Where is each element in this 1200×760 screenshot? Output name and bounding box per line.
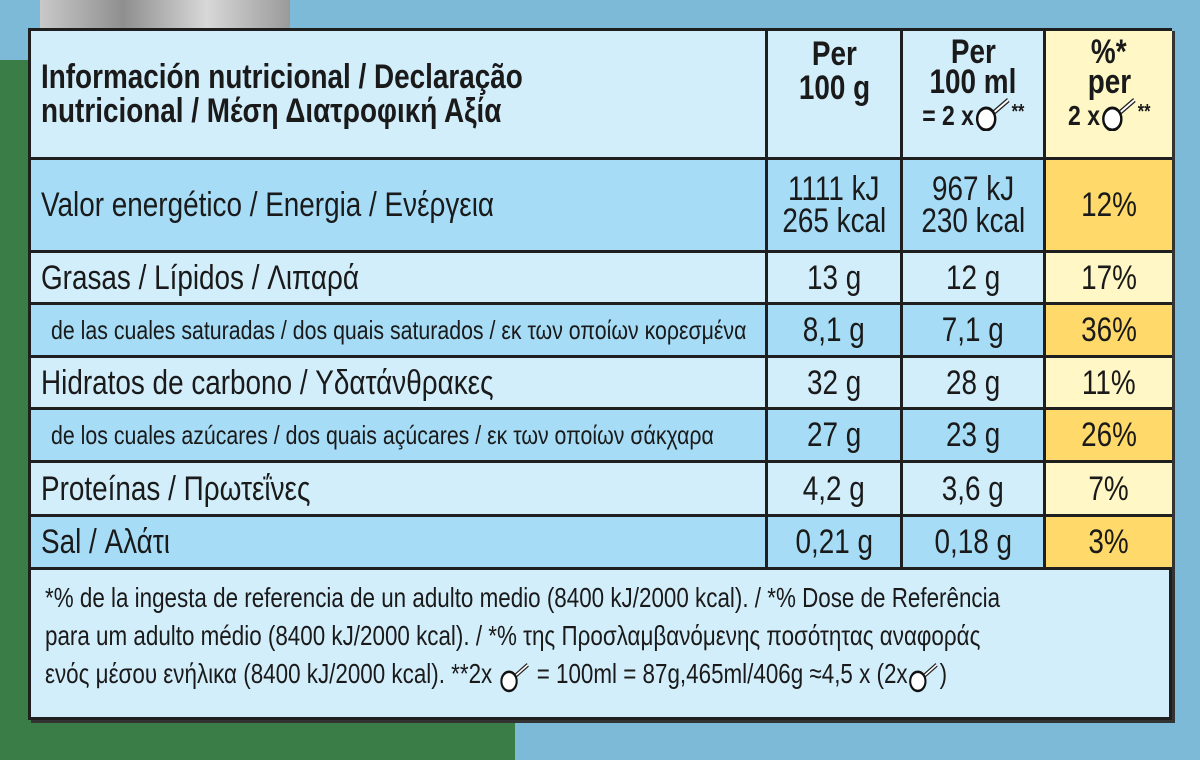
- cell-text: 11%: [1082, 363, 1136, 402]
- percent-value: 17%: [1046, 253, 1172, 305]
- nutrient-value: 32 g: [768, 358, 903, 410]
- nutrient-value: 0,21 g: [768, 517, 903, 570]
- cell-text: 12%: [1081, 186, 1137, 224]
- footnote-line: = 100ml = 87g,465ml/406g ≈4,5 x (2x: [536, 658, 908, 689]
- cell-text: Valor energético / Energia / Ενέργεια: [41, 186, 495, 224]
- nutrient-value: 967 kJ 230 kcal: [903, 160, 1046, 253]
- nutrient-label: Valor energético / Energia / Ενέργεια: [31, 160, 768, 253]
- nutrient-value: 4,2 g: [768, 463, 903, 517]
- cell-text: 12 g: [945, 258, 1001, 297]
- cell-text: 1111 kJ: [788, 170, 880, 208]
- cell-text: 4,2 g: [802, 469, 866, 508]
- cell-text: 3%: [1088, 523, 1130, 561]
- cell-text: 23 g: [945, 416, 1001, 454]
- scoop-icon: [500, 663, 529, 693]
- header-title: Información nutricional / Declaração nutr…: [31, 31, 768, 160]
- cell-text: 17%: [1081, 258, 1137, 297]
- scoop-icon: [1101, 97, 1136, 131]
- cell-text: 13 g: [806, 258, 862, 297]
- cell-text: Sal / Αλάτι: [41, 523, 170, 561]
- product-image-fragment: [40, 0, 290, 28]
- cell-text: 230 kcal: [921, 202, 1025, 240]
- footnote-line: ενός μέσου ενήλικα (8400 kJ/2000 kcal). …: [45, 658, 493, 689]
- nutrient-label: Sal / Αλάτι: [31, 517, 768, 570]
- cell-text: 7%: [1088, 469, 1130, 508]
- nutrient-label: de los cuales azúcares / dos quais açúca…: [31, 410, 768, 463]
- cell-text: de las cuales saturadas / dos quais satu…: [51, 314, 747, 345]
- cell-text: 26%: [1081, 416, 1137, 454]
- scoop-icon: [975, 97, 1010, 131]
- header-text: 100 ml: [929, 63, 1017, 101]
- nutrient-value: 0,18 g: [903, 517, 1046, 570]
- nutrient-value: 3,6 g: [903, 463, 1046, 517]
- header-text: Per: [811, 35, 857, 73]
- nutrient-label: Hidratos de carbono / Υδατάνθρακες: [31, 358, 768, 410]
- nutrient-value: 23 g: [903, 410, 1046, 463]
- footnote-mark: **: [1137, 101, 1151, 123]
- cell-text: Grasas / Lípidos / Λιπαρά: [41, 258, 359, 297]
- cell-text: Proteínas / Πρωτεΐνες: [41, 469, 311, 508]
- cell-text: Hidratos de carbono / Υδατάνθρακες: [41, 363, 494, 402]
- cell-text: 0,18 g: [934, 523, 1012, 561]
- percent-value: 12%: [1046, 160, 1172, 253]
- header-text: 100 g: [798, 69, 870, 107]
- nutrient-label: Proteínas / Πρωτεΐνες: [31, 463, 768, 517]
- header-text: 2 x: [1067, 100, 1100, 131]
- cell-text: 7,1 g: [941, 311, 1005, 349]
- nutrient-value: 7,1 g: [903, 305, 1046, 358]
- header-text: Per: [950, 33, 996, 71]
- cell-text: 0,21 g: [795, 523, 873, 561]
- nutrient-label: Grasas / Lípidos / Λιπαρά: [31, 253, 768, 305]
- nutrient-value: 27 g: [768, 410, 903, 463]
- header-percent: %* per 2 x **: [1046, 31, 1172, 160]
- percent-value: 3%: [1046, 517, 1172, 570]
- nutrient-label: de las cuales saturadas / dos quais satu…: [31, 305, 768, 358]
- nutrient-value: 12 g: [903, 253, 1046, 305]
- cell-text: 32 g: [806, 363, 862, 402]
- cell-text: de los cuales azúcares / dos quais açúca…: [51, 419, 714, 450]
- footnote-line: para um adulto médio (8400 kJ/2000 kcal)…: [45, 620, 981, 651]
- title-line: nutricional / Μέση Διατροφική Αξία: [41, 92, 502, 130]
- footnote-line: *% de la ingesta de referencia de un adu…: [45, 582, 1001, 613]
- cell-text: 265 kcal: [782, 202, 886, 240]
- footnote-mark: **: [1011, 101, 1025, 123]
- nutrient-value: 8,1 g: [768, 305, 903, 358]
- percent-value: 26%: [1046, 410, 1172, 463]
- footnote: *% de la ingesta de referencia de un adu…: [45, 579, 1165, 693]
- cell-text: 28 g: [945, 363, 1001, 402]
- header-per-100g: Per 100 g: [768, 31, 903, 160]
- cell-text: 967 kJ: [931, 170, 1015, 208]
- percent-value: 36%: [1046, 305, 1172, 358]
- header-text: per: [1087, 63, 1131, 101]
- percent-value: 7%: [1046, 463, 1172, 517]
- scoop-icon: [909, 663, 938, 693]
- cell-text: 36%: [1081, 311, 1137, 349]
- header-text: %*: [1091, 33, 1127, 71]
- nutrient-value: 13 g: [768, 253, 903, 305]
- footnote-line: ): [939, 658, 948, 689]
- cell-text: 8,1 g: [802, 311, 866, 349]
- nutrient-value: 1111 kJ 265 kcal: [768, 160, 903, 253]
- nutrition-table: Información nutricional / Declaração nutr…: [28, 28, 1172, 720]
- header-text: = 2 x: [921, 100, 974, 131]
- header-per-100ml: Per 100 ml = 2 x **: [903, 31, 1046, 160]
- nutrient-value: 28 g: [903, 358, 1046, 410]
- cell-text: 3,6 g: [941, 469, 1005, 508]
- cell-text: 27 g: [806, 416, 862, 454]
- title-line: Información nutricional / Declaração: [41, 58, 523, 96]
- percent-value: 11%: [1046, 358, 1172, 410]
